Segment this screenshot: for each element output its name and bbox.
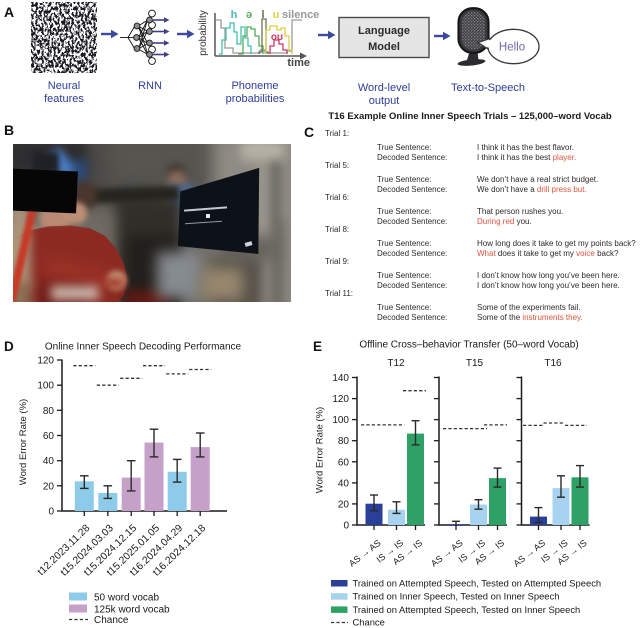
svg-text:Trained on Attempted Speech, T: Trained on Attempted Speech, Tested on I…	[353, 604, 581, 615]
svg-text:silence: silence	[282, 9, 319, 21]
svg-text:50 word vocab: 50 word vocab	[94, 593, 159, 604]
svg-text:20: 20	[43, 481, 55, 492]
svg-text:Hello: Hello	[499, 42, 525, 54]
svg-text:0: 0	[48, 507, 54, 518]
svg-text:RNN: RNN	[138, 80, 162, 92]
svg-text:Word Error Rate (%): Word Error Rate (%)	[315, 407, 326, 493]
svg-text:probabilities: probabilities	[226, 93, 285, 105]
svg-text:100: 100	[37, 381, 54, 392]
svg-text:60: 60	[43, 431, 55, 442]
svg-text:125k word vocab: 125k word vocab	[94, 605, 170, 616]
svg-text:time: time	[287, 57, 310, 69]
svg-text:A: A	[4, 4, 14, 20]
svg-text:ə: ə	[246, 9, 252, 21]
svg-text:20: 20	[338, 499, 350, 510]
svg-text:Neural: Neural	[48, 80, 80, 92]
svg-text:AS → AS: AS → AS	[511, 538, 547, 569]
svg-text:output: output	[369, 95, 400, 107]
svg-text:Trained on Attempted Speech, T: Trained on Attempted Speech, Tested on A…	[353, 578, 602, 589]
svg-text:140: 140	[332, 373, 349, 384]
svg-text:0: 0	[343, 521, 349, 532]
svg-text:features: features	[44, 93, 84, 105]
svg-text:Offline Cross–behavior Transfe: Offline Cross–behavior Transfer (50–word…	[359, 340, 578, 351]
svg-text:Model: Model	[368, 41, 400, 53]
svg-text:T15: T15	[466, 358, 484, 369]
svg-text:Chance: Chance	[94, 615, 129, 626]
svg-text:120: 120	[37, 356, 54, 367]
svg-text:40: 40	[338, 478, 350, 489]
svg-text:Phoneme: Phoneme	[231, 80, 278, 92]
svg-text:AS → AS: AS → AS	[347, 538, 383, 569]
svg-text:Language: Language	[358, 25, 410, 37]
svg-text:Online Inner Speech Decoding P: Online Inner Speech Decoding Performance	[45, 342, 242, 353]
svg-text:T16: T16	[544, 358, 562, 369]
svg-text:Word Error Rate (%): Word Error Rate (%)	[18, 399, 29, 485]
svg-text:80: 80	[338, 436, 350, 447]
svg-text:u: u	[273, 9, 280, 21]
svg-text:probability: probability	[198, 10, 209, 56]
svg-text:Word-level: Word-level	[358, 82, 410, 94]
svg-text:T12: T12	[387, 358, 405, 369]
svg-text:Trained on Inner Speech, Teste: Trained on Inner Speech, Tested on Inner…	[353, 591, 560, 602]
svg-text:Text-to-Speech: Text-to-Speech	[451, 82, 525, 94]
svg-text:80: 80	[43, 406, 55, 417]
svg-text:AS → AS: AS → AS	[429, 538, 465, 569]
svg-text:Chance: Chance	[353, 617, 385, 628]
svg-text:D: D	[4, 339, 14, 354]
svg-text:60: 60	[338, 457, 350, 468]
svg-text:40: 40	[43, 456, 55, 467]
svg-text:oʊ: oʊ	[271, 32, 283, 43]
svg-text:120: 120	[332, 394, 349, 405]
svg-text:E: E	[313, 339, 322, 354]
svg-text:h: h	[231, 9, 238, 21]
svg-text:l: l	[261, 9, 264, 21]
svg-text:100: 100	[332, 415, 349, 426]
